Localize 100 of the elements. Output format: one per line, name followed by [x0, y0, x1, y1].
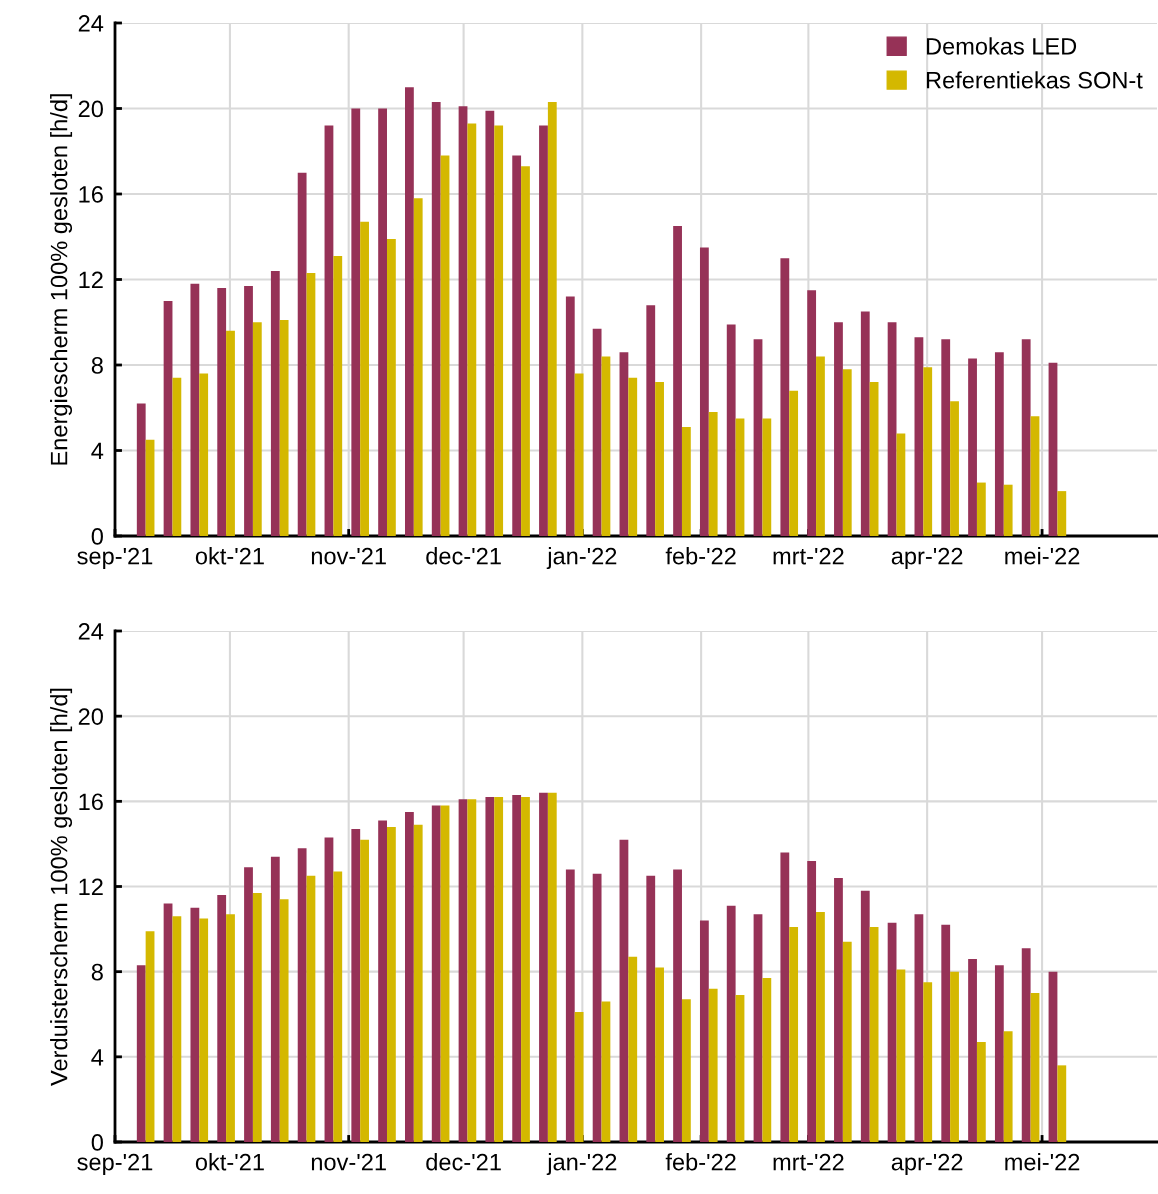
bar [753, 339, 763, 536]
bar [136, 965, 146, 1142]
x-tick-label: okt-'21 [195, 1153, 264, 1171]
x-tick-label: mrt-'22 [773, 1153, 844, 1171]
y-tick-label: 12 [79, 271, 103, 289]
bar [574, 1012, 584, 1142]
y-axis-title: Verduisterscherm 100% gesloten [h/d] [50, 688, 73, 1086]
bar [467, 799, 477, 1142]
bar [431, 805, 441, 1142]
bar [619, 839, 629, 1142]
x-tick-label: apr-'22 [891, 1153, 963, 1176]
x-tick-label: mrt-'22 [773, 547, 844, 565]
bar [360, 839, 369, 1142]
bar [413, 824, 423, 1142]
y-tick-label: 0 [91, 528, 103, 545]
x-tick-label: mei-'22 [1005, 547, 1080, 565]
bar [199, 918, 209, 1142]
bar [226, 914, 235, 1142]
bar [708, 988, 718, 1142]
bar [896, 969, 906, 1142]
bar [521, 797, 530, 1142]
bar [860, 311, 870, 536]
bar [386, 238, 396, 536]
bar [306, 875, 316, 1142]
bar [681, 999, 691, 1142]
x-tick-label: dec-'21 [426, 1153, 501, 1171]
bar [1057, 1065, 1067, 1142]
y-tick-label: 4 [91, 442, 104, 460]
bar [440, 805, 450, 1142]
bar [968, 358, 977, 536]
bar [592, 328, 602, 536]
bar [547, 102, 557, 536]
bar [565, 869, 575, 1142]
bar [145, 931, 155, 1142]
bar [539, 125, 548, 536]
bar [923, 982, 933, 1142]
bar [413, 198, 423, 536]
bar [726, 905, 736, 1142]
bar [163, 903, 173, 1142]
bar [378, 108, 387, 536]
bar [405, 811, 414, 1142]
bar [494, 125, 504, 536]
y-tick-label: 0 [91, 1134, 103, 1151]
bar [780, 852, 790, 1142]
bar [145, 439, 155, 536]
bar [807, 290, 817, 536]
bar [941, 339, 951, 536]
bar [708, 412, 718, 536]
bar [646, 875, 656, 1142]
bar [270, 856, 280, 1142]
y-tick-label: 20 [78, 708, 103, 725]
legend-label: Referentiekas SON-t [926, 71, 1143, 89]
bar [914, 337, 924, 536]
bar [539, 792, 548, 1142]
y-axis-title: Energiescherm 100% gesloten [h/d] [50, 94, 73, 465]
bar [860, 890, 870, 1142]
bar [172, 377, 182, 536]
bar [1048, 362, 1058, 536]
bar [431, 102, 441, 536]
bar [994, 352, 1004, 536]
x-tick-label: okt-'21 [195, 547, 264, 565]
bar [199, 373, 209, 536]
bar [1048, 971, 1058, 1142]
bar [628, 956, 638, 1142]
bar [458, 106, 468, 536]
bar [834, 877, 843, 1142]
bar [923, 367, 933, 536]
bar [512, 155, 522, 536]
bar [941, 924, 951, 1142]
x-tick-label: jan-'22 [546, 547, 617, 570]
x-tick-label: dec-'21 [426, 547, 501, 565]
bar [673, 226, 682, 536]
bar [547, 792, 557, 1142]
bar [753, 914, 763, 1142]
x-tick-label: jan-'22 [546, 1153, 617, 1176]
bar [521, 166, 530, 536]
bar [360, 221, 369, 536]
bar [279, 899, 289, 1142]
y-tick-label: 20 [78, 100, 103, 118]
y-tick-label: 16 [79, 186, 103, 203]
x-tick-label: sep-'21 [77, 1153, 153, 1176]
bar [565, 296, 575, 536]
bar [619, 352, 629, 536]
bar [950, 971, 959, 1142]
bar [887, 922, 897, 1142]
bar [780, 258, 790, 536]
bar [699, 247, 709, 536]
y-tick-label: 12 [79, 878, 103, 896]
bar [762, 418, 772, 536]
bar [896, 433, 906, 536]
bar [869, 382, 879, 536]
bar [735, 418, 745, 536]
bar [244, 867, 253, 1142]
bar [673, 869, 682, 1142]
bar [458, 799, 468, 1142]
bar [842, 369, 852, 536]
bar [1030, 416, 1040, 536]
bar [726, 324, 736, 536]
x-tick-label: sep-'21 [77, 547, 153, 570]
x-tick-label: nov-'21 [311, 1153, 386, 1171]
